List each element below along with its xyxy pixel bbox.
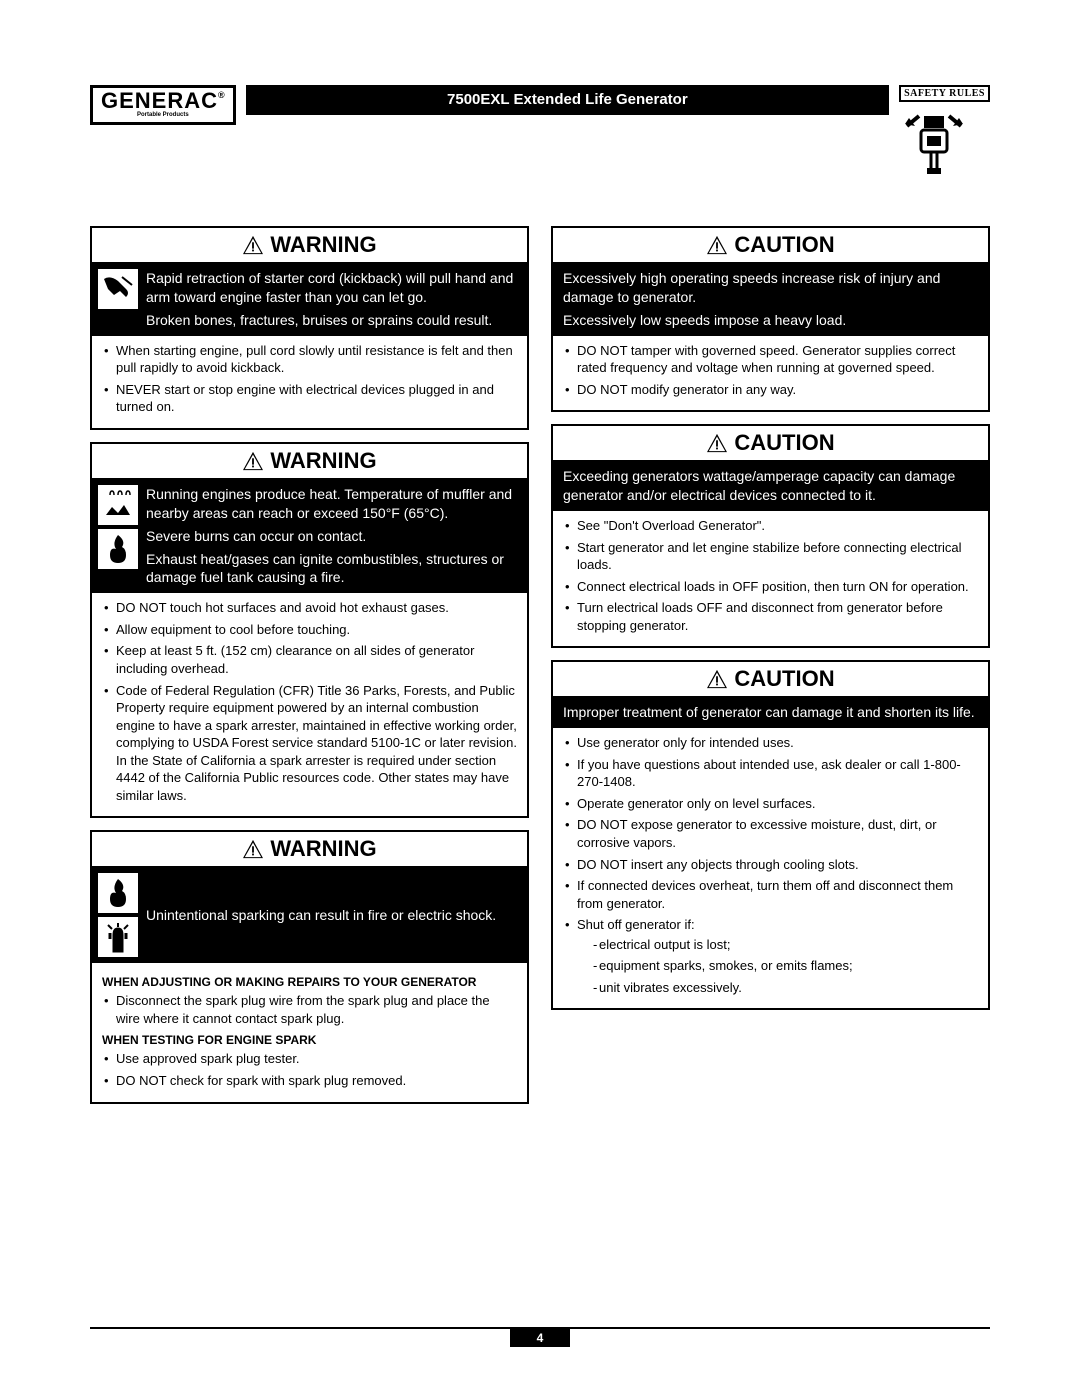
- kickback-hand-icon: [98, 269, 138, 309]
- bullet-item: Connect electrical loads in OFF position…: [563, 578, 978, 596]
- caution-heading-text: CAUTION: [734, 430, 834, 456]
- hazard-description: Improper treatment of generator can dama…: [553, 697, 988, 728]
- page-number: 4: [510, 1329, 570, 1347]
- warning-box-heat: WARNING Running engines produce heat. Te…: [90, 442, 529, 818]
- bullet-list: DO NOT touch hot surfaces and avoid hot …: [92, 593, 527, 816]
- page-title: 7500EXL Extended Life Generator: [246, 85, 889, 115]
- logo-text: GENERAC: [101, 90, 218, 112]
- bullet-item: DO NOT modify generator in any way.: [563, 381, 978, 399]
- sub-bullet-item: equipment sparks, smokes, or emits flame…: [591, 957, 978, 975]
- bullet-item: DO NOT touch hot surfaces and avoid hot …: [102, 599, 517, 617]
- sub-bullet-item: electrical output is lost;: [591, 936, 978, 954]
- caution-box-overload: CAUTION Exceeding generators wattage/amp…: [551, 424, 990, 648]
- bullet-item: Disconnect the spark plug wire from the …: [102, 992, 517, 1027]
- warning-triangle-icon: [706, 433, 728, 453]
- bullet-text: Shut off generator if:: [577, 917, 695, 932]
- safety-generator-icon: [899, 106, 969, 176]
- bullet-list: WHEN ADJUSTING OR MAKING REPAIRS TO YOUR…: [92, 963, 527, 1101]
- hot-surface-icon: [98, 485, 138, 525]
- caution-heading-text: CAUTION: [734, 666, 834, 692]
- sub-bullet-item: unit vibrates excessively.: [591, 979, 978, 997]
- warning-triangle-icon: [706, 669, 728, 689]
- caution-heading-text: CAUTION: [734, 232, 834, 258]
- warning-header: WARNING: [92, 228, 527, 263]
- hazard-text: Exhaust heat/gases can ignite combustibl…: [146, 550, 519, 588]
- bullet-item: Operate generator only on level surfaces…: [563, 795, 978, 813]
- fire-icon: [98, 529, 138, 569]
- hazard-description: Running engines produce heat. Temperatur…: [92, 479, 527, 593]
- hazard-text: Excessively high operating speeds increa…: [563, 269, 980, 307]
- caution-header: CAUTION: [553, 426, 988, 461]
- hazard-text: Improper treatment of generator can dama…: [563, 703, 975, 722]
- hazard-text: Rapid retraction of starter cord (kickba…: [146, 269, 519, 307]
- warning-heading-text: WARNING: [270, 232, 376, 258]
- shock-hand-icon: [98, 917, 138, 957]
- warning-triangle-icon: [706, 235, 728, 255]
- warning-header: WARNING: [92, 444, 527, 479]
- bullet-item: Keep at least 5 ft. (152 cm) clearance o…: [102, 642, 517, 677]
- logo-reg: ®: [218, 90, 225, 100]
- hazard-description: Excessively high operating speeds increa…: [553, 263, 988, 336]
- warning-box-spark: WARNING Unintentional sparking can resul…: [90, 830, 529, 1103]
- hazard-description: Rapid retraction of starter cord (kickba…: [92, 263, 527, 336]
- bullet-item: Code of Federal Regulation (CFR) Title 3…: [102, 682, 517, 805]
- bullet-item: When starting engine, pull cord slowly u…: [102, 342, 517, 377]
- hazard-text: Exceeding generators wattage/amperage ca…: [563, 467, 980, 505]
- warning-triangle-icon: [242, 451, 264, 471]
- sub-heading: WHEN ADJUSTING OR MAKING REPAIRS TO YOUR…: [102, 975, 517, 989]
- bullet-list: When starting engine, pull cord slowly u…: [92, 336, 527, 428]
- bullet-item: DO NOT tamper with governed speed. Gener…: [563, 342, 978, 377]
- page-header: GENERAC ® Portable Products 7500EXL Exte…: [90, 85, 990, 181]
- hazard-text: Unintentional sparking can result in fir…: [146, 906, 496, 925]
- warning-triangle-icon: [242, 839, 264, 859]
- hazard-text: Running engines produce heat. Temperatur…: [146, 485, 519, 523]
- hazard-text: Broken bones, fractures, bruises or spra…: [146, 311, 519, 330]
- bullet-item: If you have questions about intended use…: [563, 756, 978, 791]
- page-footer: 4: [90, 1327, 990, 1347]
- brand-logo: GENERAC ® Portable Products: [90, 85, 236, 125]
- bullet-item: See "Don't Overload Generator".: [563, 517, 978, 535]
- warning-triangle-icon: [242, 235, 264, 255]
- caution-box-treatment: CAUTION Improper treatment of generator …: [551, 660, 990, 1010]
- warning-header: WARNING: [92, 832, 527, 867]
- bullet-item: If connected devices overheat, turn them…: [563, 877, 978, 912]
- bullet-item: DO NOT check for spark with spark plug r…: [102, 1072, 517, 1090]
- caution-header: CAUTION: [553, 228, 988, 263]
- bullet-item: DO NOT insert any objects through coolin…: [563, 856, 978, 874]
- bullet-list: See "Don't Overload Generator". Start ge…: [553, 511, 988, 646]
- warning-box-kickback: WARNING Rapid retraction of starter cord…: [90, 226, 529, 430]
- hazard-description: Unintentional sparking can result in fir…: [92, 867, 527, 963]
- bullet-item: Shut off generator if: electrical output…: [563, 916, 978, 996]
- content-columns: WARNING Rapid retraction of starter cord…: [90, 226, 990, 1116]
- hazard-text: Severe burns can occur on contact.: [146, 527, 519, 546]
- caution-header: CAUTION: [553, 662, 988, 697]
- fire-icon: [98, 873, 138, 913]
- bullet-item: DO NOT expose generator to excessive moi…: [563, 816, 978, 851]
- right-column: CAUTION Excessively high operating speed…: [551, 226, 990, 1116]
- bullet-list: DO NOT tamper with governed speed. Gener…: [553, 336, 988, 411]
- warning-heading-text: WARNING: [270, 836, 376, 862]
- bullet-item: NEVER start or stop engine with electric…: [102, 381, 517, 416]
- warning-heading-text: WARNING: [270, 448, 376, 474]
- left-column: WARNING Rapid retraction of starter cord…: [90, 226, 529, 1116]
- bullet-item: Use generator only for intended uses.: [563, 734, 978, 752]
- hazard-description: Exceeding generators wattage/amperage ca…: [553, 461, 988, 511]
- safety-rules-label: SAFETY RULES: [899, 85, 990, 102]
- sub-heading: WHEN TESTING FOR ENGINE SPARK: [102, 1033, 517, 1047]
- bullet-item: Turn electrical loads OFF and disconnect…: [563, 599, 978, 634]
- bullet-item: Allow equipment to cool before touching.: [102, 621, 517, 639]
- bullet-item: Start generator and let engine stabilize…: [563, 539, 978, 574]
- caution-box-speed: CAUTION Excessively high operating speed…: [551, 226, 990, 412]
- safety-rules-block: SAFETY RULES: [899, 85, 990, 181]
- bullet-list: Use generator only for intended uses. If…: [553, 728, 988, 1008]
- hazard-text: Excessively low speeds impose a heavy lo…: [563, 311, 980, 330]
- bullet-item: Use approved spark plug tester.: [102, 1050, 517, 1068]
